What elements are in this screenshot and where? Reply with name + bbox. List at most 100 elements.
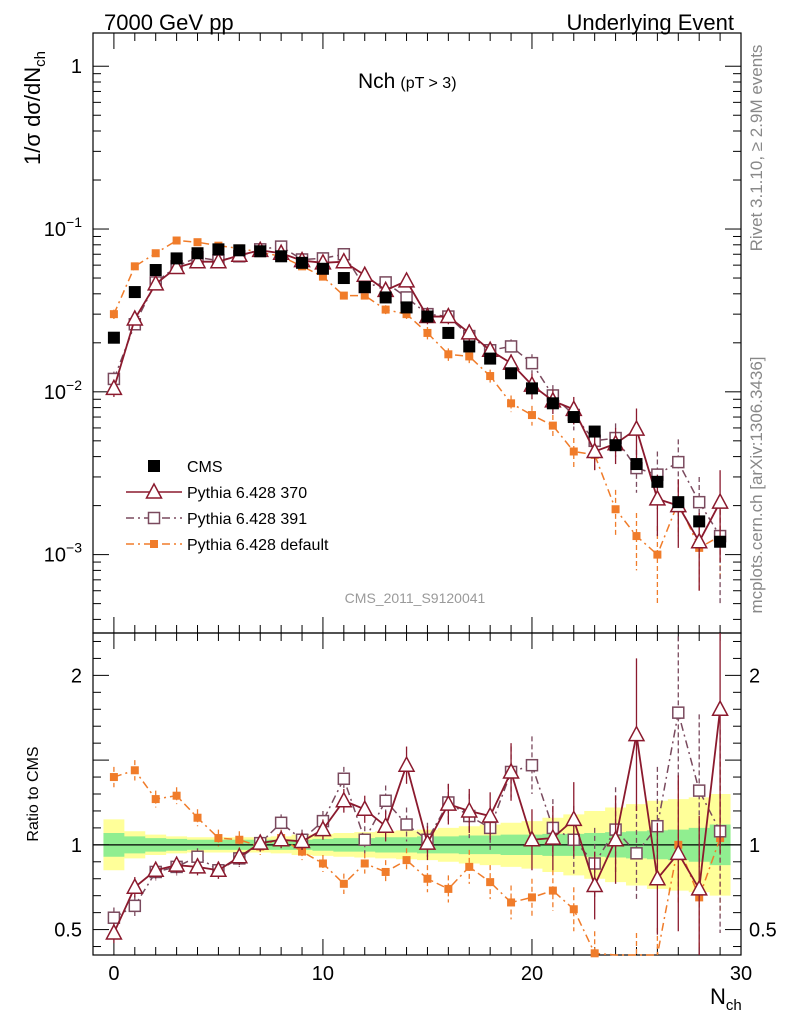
data-point: [235, 835, 244, 844]
data-point: [339, 291, 348, 300]
data-point: [486, 878, 495, 887]
data-point: [130, 766, 139, 775]
data-point: [335, 252, 353, 269]
data-point: [272, 830, 290, 847]
data-point: [191, 247, 204, 260]
data-point: [672, 706, 685, 719]
plot-title-sub: (pT > 3): [400, 75, 456, 92]
data-point: [548, 886, 557, 895]
data-point: [442, 326, 455, 339]
data-point: [525, 382, 538, 395]
data-point: [188, 252, 207, 269]
data-point: [630, 458, 643, 471]
main-y-axis-label-sub: ch: [32, 51, 49, 67]
data-point: [567, 411, 580, 424]
data-point: [296, 256, 309, 269]
data-point: [460, 801, 479, 818]
data-point: [484, 352, 497, 365]
ratio-y-axis-label: Ratio to CMS: [25, 746, 42, 841]
ratio-plot-axes: 0.5 0.51 12 20 10 20 30: [54, 632, 777, 985]
data-point: [690, 532, 708, 549]
data-point: [128, 286, 141, 299]
data-point: [149, 264, 162, 277]
data-point: [151, 795, 160, 804]
data-point: [379, 794, 392, 808]
data-point: [486, 372, 495, 381]
data-point: [360, 859, 369, 868]
plot-title: Nch (pT > 3): [358, 70, 457, 93]
data-point: [481, 806, 499, 823]
ratio-y-tick-label: 2: [71, 665, 82, 687]
data-point: [107, 331, 120, 344]
data-point: [293, 831, 311, 849]
data-point: [465, 862, 474, 871]
data-point: [105, 923, 123, 940]
data-point: [402, 856, 411, 865]
data-point: [381, 305, 390, 314]
y-tick-label: 10−2: [44, 377, 82, 404]
data-point: [146, 860, 165, 878]
data-point: [339, 879, 348, 888]
data-point: [128, 899, 142, 913]
legend-label: Pythia 6.428 default: [187, 537, 329, 554]
data-point: [693, 515, 706, 528]
data-point: [544, 828, 562, 845]
header-left: 7000 GeV pp: [104, 10, 234, 35]
data-point: [126, 309, 144, 326]
data-point: [193, 813, 202, 822]
data-point: [648, 489, 667, 506]
data-point: [298, 847, 307, 856]
data-point: [230, 847, 249, 864]
data-point: [397, 755, 416, 772]
data-point: [569, 447, 578, 456]
data-point: [146, 274, 165, 291]
data-point: [145, 482, 163, 499]
data-point: [254, 245, 267, 258]
ratio-y-tick-label-right: 1: [749, 835, 760, 857]
data-point: [193, 238, 202, 247]
data-point: [316, 262, 329, 275]
data-point: [188, 857, 207, 874]
data-point: [400, 301, 413, 314]
data-point: [690, 879, 708, 896]
x-tick-label: 20: [521, 963, 543, 985]
data-point: [672, 496, 685, 509]
data-point: [439, 794, 458, 811]
data-point: [105, 378, 123, 396]
data-point: [504, 340, 518, 353]
data-point: [565, 809, 583, 827]
data-point: [418, 833, 437, 850]
legend-label: CMS: [187, 459, 223, 476]
data-point: [444, 350, 453, 359]
legend-entry: Pythia 6.428 370: [126, 482, 307, 502]
data-point: [360, 291, 369, 300]
data-point: [318, 272, 327, 281]
data-point: [672, 455, 685, 469]
data-point: [400, 291, 413, 304]
data-point: [358, 833, 371, 847]
data-point: [505, 367, 518, 380]
data-point: [588, 425, 601, 438]
ratio-y-tick-label: 0.5: [54, 920, 82, 942]
data-point: [714, 535, 727, 548]
data-point: [318, 859, 327, 868]
data-point: [107, 911, 121, 924]
data-point: [627, 725, 646, 742]
data-point: [233, 244, 246, 257]
data-point: [525, 758, 539, 772]
y-tick-label: 10−1: [44, 214, 82, 241]
data-point: [527, 893, 536, 902]
data-point: [130, 262, 139, 271]
data-point: [172, 791, 181, 800]
x-axis-label: Nch: [710, 984, 742, 1014]
data-point: [335, 791, 353, 808]
side-label-top: Rivet 3.1.10, ≥ 2.9M events: [747, 45, 766, 252]
y-tick-label: 10−3: [44, 540, 82, 567]
data-point: [585, 441, 604, 459]
data-point: [209, 860, 228, 878]
ratio-y-tick-label-right: 2: [749, 665, 760, 687]
data-point: [423, 328, 432, 337]
x-tick-label: 0: [108, 963, 119, 985]
data-point: [358, 281, 371, 294]
